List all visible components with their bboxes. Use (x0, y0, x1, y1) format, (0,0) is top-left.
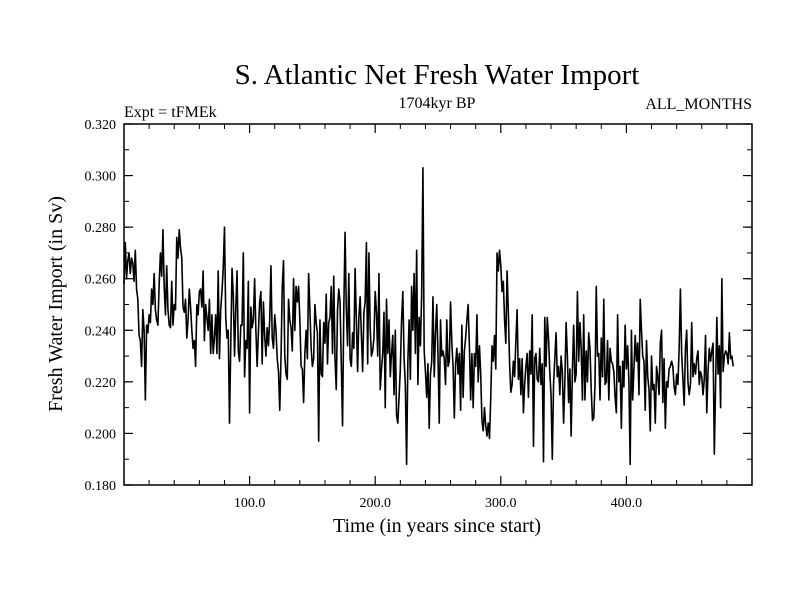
x-tick-label: 300.0 (485, 496, 517, 511)
months-label: ALL_MONTHS (645, 96, 752, 113)
y-axis-label: Fresh Water Import (in Sv) (45, 196, 67, 412)
x-tick-label: 400.0 (611, 496, 643, 511)
time-period-label: 1704kyr BP (399, 95, 476, 112)
y-tick-label: 0.320 (85, 118, 117, 133)
y-axis: 0.180 0.200 0.220 0.240 0.260 0.280 0.300 0.320 (85, 118, 752, 494)
x-tick-label: 100.0 (234, 496, 266, 511)
plot-frame (123, 123, 753, 486)
x-tick-label: 200.0 (359, 496, 391, 511)
y-tick-label: 0.220 (85, 376, 117, 391)
y-tick-label: 0.280 (85, 221, 117, 236)
experiment-label: Expt = tFMEk (124, 104, 217, 121)
y-tick-label: 0.200 (85, 427, 117, 442)
y-tick-label: 0.260 (85, 273, 117, 288)
chart-title: S. Atlantic Net Fresh Water Import (235, 59, 640, 91)
y-tick-label: 0.240 (85, 324, 117, 339)
x-axis-label: Time (in years since start) (333, 515, 541, 537)
x-axis: 100.0 200.0 300.0 400.0 (148, 124, 728, 511)
data-series-line (123, 167, 734, 466)
y-tick-label: 0.300 (85, 170, 117, 185)
y-tick-label: 0.180 (85, 479, 117, 494)
